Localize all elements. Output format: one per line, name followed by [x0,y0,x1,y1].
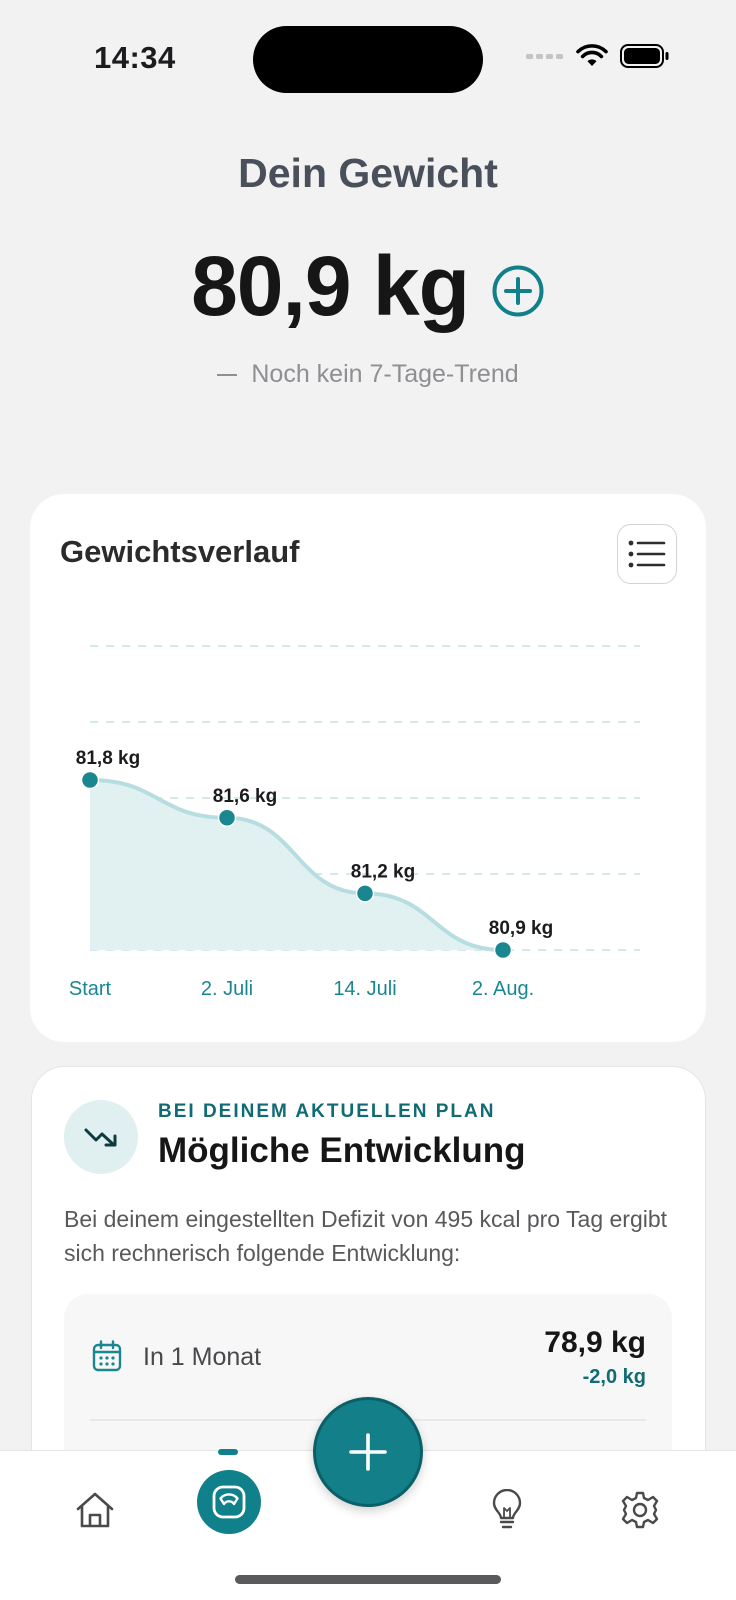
home-icon [76,1492,114,1528]
data-point [80,770,100,790]
plan-eyebrow: BEI DEINEM AKTUELLEN PLAN [158,1101,496,1122]
lightbulb-icon [492,1489,522,1529]
current-weight: 80,9 kg [191,239,470,333]
active-tab-indicator [218,1449,238,1455]
list-icon [628,540,666,568]
data-point [493,940,513,960]
wifi-icon [576,44,608,66]
data-point [217,808,237,828]
gear-icon [621,1491,659,1529]
x-tick-label: Start [69,978,112,1000]
x-tick-label: 14. Juli [333,978,396,1000]
data-label: 81,8 kg [76,748,140,769]
add-weight-button[interactable] [491,264,545,318]
tab-tips[interactable] [475,1478,539,1542]
projection-delta: -2,0 kg [582,1366,646,1388]
data-point [355,884,375,903]
projection-label: In 1 Monat [143,1343,262,1371]
weight-history-card: Gewichtsverlauf 81,8 kg Start 81,6 kg 2. Ju… [30,494,706,1042]
tab-weight[interactable] [197,1470,261,1534]
projection-weight: 78,9 kg [544,1326,646,1359]
plan-title: Mögliche Entwicklung [158,1131,526,1170]
chart-line [88,778,505,952]
data-label: 81,6 kg [213,786,277,807]
home-indicator [235,1575,501,1584]
plan-description: Bei deinem eingestellten Defizit von 495… [64,1206,668,1266]
weight-chart: 81,8 kg Start 81,6 kg 2. Juli 81,2 kg 14. Jul… [69,645,640,1000]
trend-row: Noch kein 7-Tage-Trend [0,360,736,389]
trending-down-icon [84,1128,117,1147]
status-bar: 14:34 [0,0,736,110]
trend-icon-badge [64,1100,138,1174]
trend-dash-icon [217,373,238,376]
current-weight-row: 80,9 kg [0,238,736,335]
x-tick-label: 2. Juli [201,978,253,1000]
trend-text: Noch kein 7-Tage-Trend [251,360,519,388]
status-time: 14:34 [94,40,176,75]
status-icons [526,44,670,68]
tab-settings[interactable] [608,1478,672,1542]
add-entry-button[interactable] [313,1397,423,1507]
scale-icon [212,1485,246,1519]
calendar-icon [92,1340,122,1372]
x-tick-label: 2. Aug. [472,978,534,1000]
data-label: 80,9 kg [489,918,553,939]
plus-icon [349,1433,387,1471]
history-list-button[interactable] [617,524,677,584]
cellular-icon [526,54,563,59]
page-title: Dein Gewicht [238,150,498,196]
dynamic-island [253,26,483,93]
chart-title: Gewichtsverlauf [60,534,300,569]
battery-icon [620,44,669,68]
tab-home[interactable] [63,1478,127,1542]
data-label: 81,2 kg [351,861,415,882]
chart-area [90,780,503,950]
